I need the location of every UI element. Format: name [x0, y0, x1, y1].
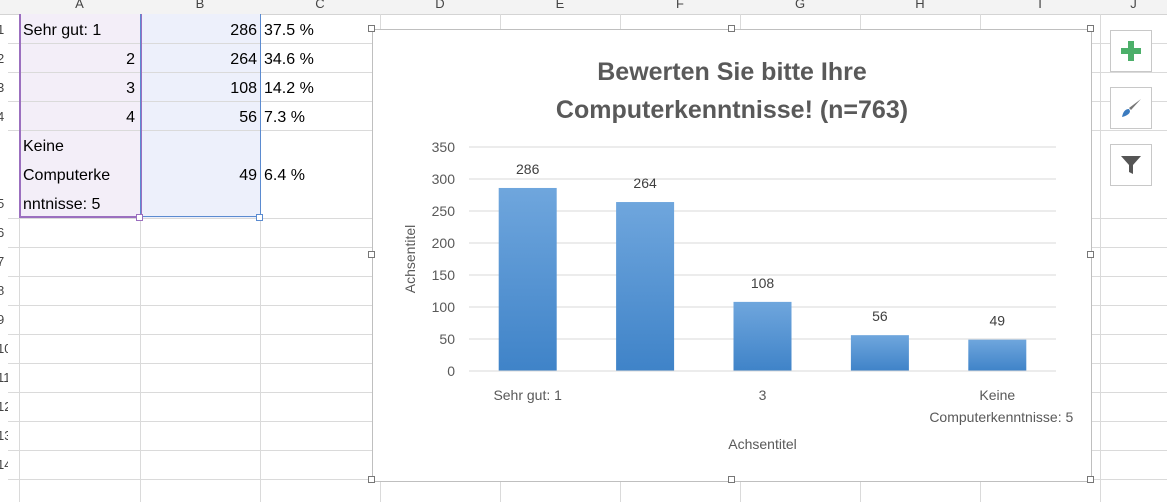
x-tick-label: Computerkenntnisse: 5: [929, 409, 1073, 425]
selection-border-a: [19, 14, 142, 218]
selection-handle[interactable]: [256, 214, 263, 221]
chart-resize-handle[interactable]: [368, 25, 375, 32]
column-header-g[interactable]: G: [740, 0, 860, 15]
row-header-4[interactable]: 4: [0, 109, 5, 124]
row-header-6[interactable]: 6: [0, 225, 5, 240]
cell-b2[interactable]: 264: [230, 51, 257, 68]
row-header-12[interactable]: 12: [0, 399, 8, 414]
brush-icon: [1122, 99, 1141, 117]
chart-object[interactable]: Bewerten Sie bitte Ihre Computerkenntnis…: [372, 29, 1092, 482]
row-header-5[interactable]: 5: [0, 196, 5, 211]
row-header-7[interactable]: 7: [0, 254, 5, 269]
y-tick-label: 100: [432, 299, 456, 315]
column-header-d[interactable]: D: [380, 0, 500, 15]
chart-resize-handle[interactable]: [368, 476, 375, 483]
cell-c5[interactable]: 6.4 %: [264, 167, 305, 184]
column-header-f[interactable]: F: [620, 0, 740, 15]
row-header-14[interactable]: 14: [0, 457, 8, 472]
row-header-11[interactable]: 11: [0, 370, 8, 385]
cell-a5-line1[interactable]: Keine: [23, 138, 64, 155]
chart-elements-button[interactable]: [1110, 30, 1152, 72]
cell-a4[interactable]: 4: [126, 109, 135, 126]
cell-b1[interactable]: 286: [230, 22, 257, 39]
cell-a5-line2[interactable]: Computerke: [23, 167, 111, 184]
x-tick-label: 3: [759, 387, 767, 403]
chart-styles-button[interactable]: [1110, 87, 1152, 129]
data-label: 49: [990, 313, 1006, 329]
bar: [616, 202, 675, 371]
filter-icon: [1121, 156, 1141, 174]
chart-resize-handle[interactable]: [728, 476, 735, 483]
data-label: 264: [633, 175, 657, 191]
y-tick-label: 0: [447, 363, 455, 379]
x-axis-title: Achsentitel: [728, 436, 796, 452]
row-header-2[interactable]: 2: [0, 51, 5, 66]
cell-b3[interactable]: 108: [230, 80, 257, 97]
column-header-c[interactable]: C: [260, 0, 380, 15]
column-header-h[interactable]: H: [860, 0, 980, 15]
y-tick-label: 50: [439, 331, 455, 347]
y-tick-label: 300: [432, 171, 456, 187]
chart-resize-handle[interactable]: [1087, 251, 1094, 258]
bar: [498, 187, 557, 371]
column-header-j[interactable]: J: [1100, 0, 1167, 15]
plus-icon: [1121, 41, 1141, 61]
cell-a5-line3[interactable]: nntnisse: 5: [23, 196, 101, 213]
cell-c3[interactable]: 14.2 %: [264, 80, 314, 97]
cell-a2[interactable]: 2: [126, 51, 135, 68]
cell-c1[interactable]: 37.5 %: [264, 22, 314, 39]
chart-filters-button[interactable]: [1110, 144, 1152, 186]
x-tick-label: Keine: [979, 387, 1015, 403]
chart-resize-handle[interactable]: [1087, 25, 1094, 32]
y-tick-label: 350: [432, 139, 456, 155]
chart-title-line-2[interactable]: Computerkenntnisse! (n=763): [555, 96, 909, 124]
row-header-8[interactable]: 8: [0, 283, 5, 298]
chart-plot-area[interactable]: 0 50 100 150 200 250 300 350 286 Sehr gut: 1 264 10…: [373, 30, 1091, 481]
y-tick-label: 250: [432, 203, 456, 219]
chart-resize-handle[interactable]: [1087, 476, 1094, 483]
chart-resize-handle[interactable]: [368, 251, 375, 258]
cell-b4[interactable]: 56: [239, 109, 257, 126]
column-header-i[interactable]: I: [980, 0, 1100, 15]
y-tick-label: 150: [432, 267, 456, 283]
data-label: 286: [516, 161, 540, 177]
cell-b5[interactable]: 49: [239, 167, 257, 184]
row-header-9[interactable]: 9: [0, 312, 5, 327]
cell-a3[interactable]: 3: [126, 80, 135, 97]
bar: [968, 339, 1027, 371]
selection-range-b: [140, 14, 260, 218]
column-header-a[interactable]: A: [19, 0, 140, 15]
row-header-1[interactable]: 1: [0, 22, 5, 37]
y-axis-title: Achsentitel: [402, 225, 418, 293]
selection-handle[interactable]: [136, 214, 143, 221]
row-header-10[interactable]: 10: [0, 341, 8, 356]
selection-range-a: [19, 14, 140, 218]
column-header-b[interactable]: B: [140, 0, 260, 15]
data-label: 56: [872, 308, 888, 324]
cell-c4[interactable]: 7.3 %: [264, 109, 305, 126]
row-header-13[interactable]: 13: [0, 428, 8, 443]
x-tick-label: Sehr gut: 1: [493, 387, 562, 403]
column-header-e[interactable]: E: [500, 0, 620, 15]
row-header-3[interactable]: 3: [0, 80, 5, 95]
selection-border-b: [140, 14, 261, 217]
bar: [733, 301, 792, 371]
cell-c2[interactable]: 34.6 %: [264, 51, 314, 68]
bar: [850, 335, 909, 371]
y-tick-label: 200: [432, 235, 456, 251]
cell-a1[interactable]: Sehr gut: 1: [23, 22, 102, 39]
data-label: 108: [751, 275, 775, 291]
chart-resize-handle[interactable]: [728, 25, 735, 32]
chart-title-line-1[interactable]: Bewerten Sie bitte Ihre: [597, 58, 867, 86]
